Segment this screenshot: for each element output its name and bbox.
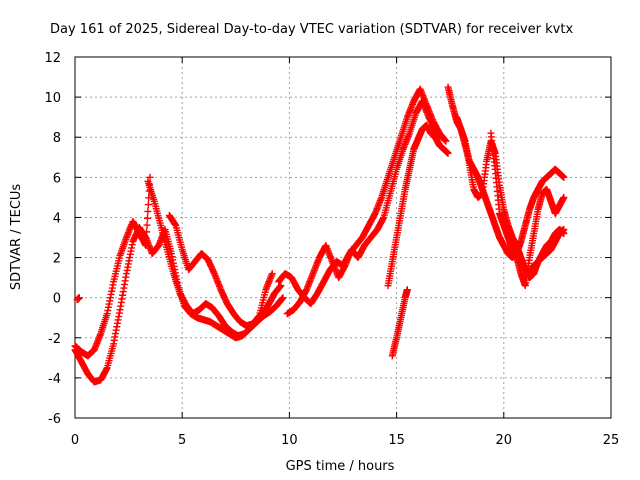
data-point: [279, 294, 287, 302]
x-tick-label: 15: [388, 433, 405, 448]
x-tick-label: 10: [281, 433, 298, 448]
data-point: [560, 173, 568, 181]
chart-title: Day 161 of 2025, Sidereal Day-to-day VTE…: [50, 22, 573, 37]
y-tick-label: 12: [44, 51, 61, 66]
series-track-b: [71, 173, 154, 360]
data-point: [444, 149, 452, 157]
series-track-m: [526, 225, 568, 278]
series-track-c: [73, 294, 83, 304]
y-tick-label: -6: [48, 412, 61, 427]
series-track-f: [275, 85, 450, 308]
data-point: [560, 193, 568, 201]
x-tick-label: 20: [496, 433, 513, 448]
data-point: [142, 242, 150, 250]
y-tick-label: 0: [53, 292, 61, 307]
x-tick-label: 25: [603, 433, 620, 448]
series-track-h: [384, 121, 452, 290]
y-tick-label: -4: [48, 372, 61, 387]
series-track-l: [487, 129, 568, 290]
plot-frame: [74, 56, 612, 419]
tick-layer: 0 5 10 15 20 25 -6 -4 -2 0 2 4 6 8 10 12: [44, 51, 619, 448]
y-tick-label: 2: [53, 252, 61, 267]
data-point: [143, 221, 151, 229]
series-track-i: [388, 286, 411, 360]
series-track-e: [165, 211, 276, 330]
data-point: [142, 235, 150, 243]
series-track-g: [283, 97, 446, 318]
y-tick-label: -2: [48, 332, 61, 347]
series-track-a: [71, 223, 285, 386]
data-point: [146, 173, 154, 181]
data-point: [144, 207, 152, 215]
y-tick-label: 4: [53, 211, 61, 226]
series-track-d: [144, 177, 287, 340]
x-tick-label: 0: [71, 433, 79, 448]
data-point: [268, 270, 276, 278]
data-point: [144, 201, 152, 209]
data-point: [75, 294, 83, 302]
data-point: [277, 282, 285, 290]
data-point: [403, 286, 411, 294]
y-axis-label: SDTVAR / TECUs: [9, 184, 24, 291]
data-point: [143, 228, 151, 236]
y-tick-label: 8: [53, 131, 61, 146]
data-layer: [71, 83, 568, 386]
x-axis-label: GPS time / hours: [286, 459, 395, 474]
data-point: [442, 137, 450, 145]
grid-layer: [75, 57, 611, 418]
data-point: [143, 214, 151, 222]
y-tick-label: 10: [44, 91, 61, 106]
x-tick-label: 5: [178, 433, 186, 448]
data-point: [560, 225, 568, 233]
data-point: [438, 133, 446, 141]
y-tick-label: 6: [53, 171, 61, 186]
